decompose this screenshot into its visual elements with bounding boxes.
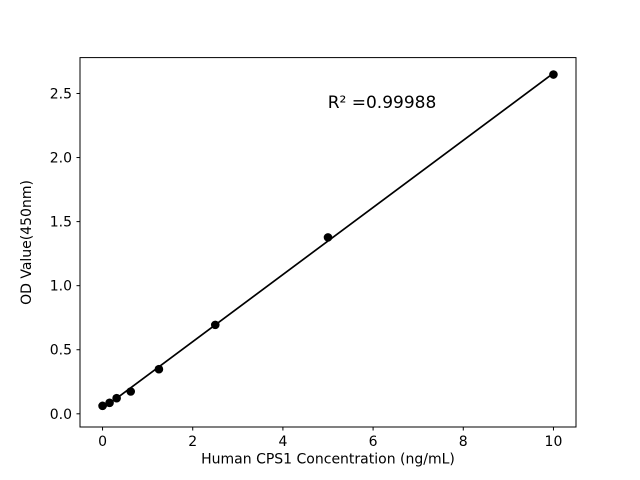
data-point (98, 401, 107, 411)
data-point (112, 393, 121, 403)
data-points (98, 70, 558, 411)
data-point (323, 233, 333, 242)
y-tick-label: 2.0 (50, 151, 72, 167)
x-tick-label: 0 (98, 434, 107, 450)
y-tick-label: 1.0 (50, 279, 72, 295)
y-tick-label: 0.0 (50, 407, 72, 423)
x-tick-label: 8 (459, 434, 468, 450)
y-tick-label: 2.5 (50, 86, 72, 102)
plot-area (79, 57, 577, 428)
x-axis-label: Human CPS1 Concentration (ng/mL) (201, 452, 455, 468)
y-tick-label: 0.5 (50, 343, 72, 359)
data-point (210, 320, 220, 330)
r-squared-annotation: R² =0.99988 (328, 93, 437, 113)
x-tick-label: 6 (369, 434, 378, 450)
x-tick-label: 4 (278, 434, 287, 450)
data-point (549, 70, 558, 79)
y-axis-label: OD Value(450nm) (19, 180, 35, 305)
x-tick-label: 10 (545, 434, 563, 450)
y-axis-ticks: 0.0 0.5 1.0 1.5 2.0 2.5 (50, 86, 80, 423)
y-tick-label: 1.5 (50, 215, 72, 231)
x-axis-ticks: 0 2 4 6 8 10 (98, 427, 562, 450)
data-point (105, 398, 114, 408)
x-tick-label: 2 (188, 434, 197, 450)
data-point (154, 364, 164, 374)
data-point (126, 387, 136, 396)
